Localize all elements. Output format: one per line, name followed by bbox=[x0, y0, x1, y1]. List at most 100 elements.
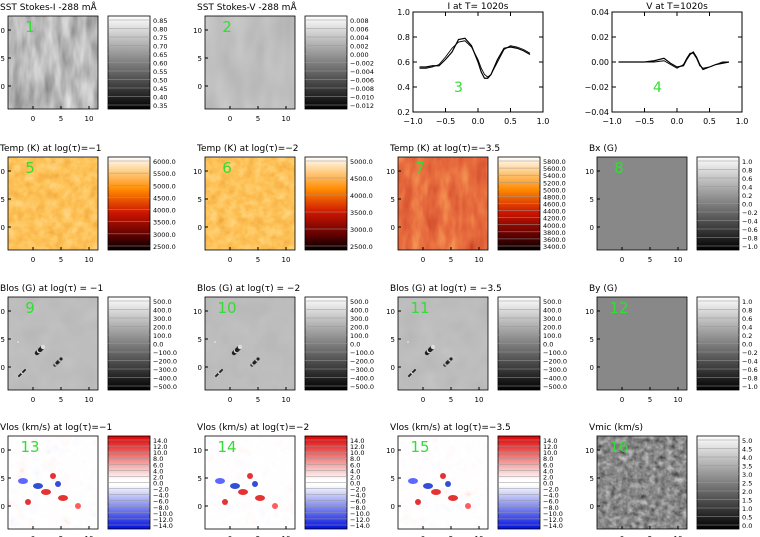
y-tick-label: 5 bbox=[1, 55, 5, 63]
y-tick-label: 0 bbox=[198, 364, 202, 372]
colorbar-label: 12.0 bbox=[153, 443, 167, 451]
image-background bbox=[597, 157, 687, 250]
colorbar-label: −0.2 bbox=[742, 209, 758, 217]
y-tick-label: 10 bbox=[193, 308, 202, 316]
colorbar-label: −4.0 bbox=[153, 492, 169, 500]
colorbar-label: −0.8 bbox=[742, 375, 758, 383]
colorbar-label: 0.0 bbox=[153, 341, 163, 349]
y-tick-label: 0.2 bbox=[397, 108, 410, 117]
x-tick-label: 10 bbox=[674, 396, 683, 404]
colorbar-label: 0.55 bbox=[153, 68, 167, 76]
y-tick-label: 5 bbox=[198, 55, 202, 63]
image-frame bbox=[7, 156, 99, 251]
x-tick-label: 5 bbox=[256, 535, 260, 537]
colorbar-label: 0.006 bbox=[350, 26, 369, 34]
colorbar-label: 100.0 bbox=[350, 332, 369, 340]
colorbar-label: 3800.0 bbox=[543, 229, 566, 237]
x-tick-label: 0 bbox=[620, 256, 624, 264]
colorbar-label: 10.0 bbox=[153, 449, 167, 457]
colorbar-label: 4.0 bbox=[742, 454, 752, 462]
chart-title: Vlos (km/s) at log(τ)=−2 bbox=[197, 423, 309, 433]
colorbar-label: −400.0 bbox=[543, 375, 567, 383]
chart-title: Bx (G) bbox=[589, 144, 617, 154]
velocity-feature bbox=[75, 503, 81, 509]
x-tick-label: 0.0 bbox=[671, 117, 684, 126]
colorbar-label: 8.0 bbox=[153, 455, 163, 463]
colorbar-label: 0.4 bbox=[742, 184, 752, 192]
x-tick-label: 0 bbox=[31, 256, 35, 264]
colorbar-label: 300.0 bbox=[350, 315, 369, 323]
colorbar-label: −400.0 bbox=[350, 375, 374, 383]
y-tick-label: 5 bbox=[391, 336, 395, 344]
y-tick-label: 0.04 bbox=[591, 8, 609, 17]
y-tick-label: 0 bbox=[198, 503, 202, 511]
x-tick-label: 0 bbox=[620, 396, 624, 404]
y-tick-label: 10 bbox=[386, 308, 395, 316]
colorbar-label: −10.0 bbox=[350, 510, 370, 518]
colorbar-label: −100.0 bbox=[153, 349, 177, 357]
x-tick-label: 0 bbox=[228, 535, 232, 537]
velocity-feature bbox=[272, 503, 278, 509]
image-frame bbox=[397, 296, 489, 391]
colorbar-label: 5200.0 bbox=[543, 179, 566, 187]
panel-number: 6 bbox=[222, 159, 232, 177]
chart-title: Temp (K) at log(τ)=−3.5 bbox=[389, 144, 500, 154]
y-tick-label: 5 bbox=[391, 475, 395, 483]
colorbar-label: 400.0 bbox=[543, 307, 562, 315]
colorbar-label: −12.0 bbox=[350, 516, 370, 524]
magnetic-element bbox=[256, 357, 260, 361]
colorbar-label: 5000.0 bbox=[543, 186, 566, 194]
velocity-feature bbox=[238, 489, 248, 495]
colorbar-label: 0.0 bbox=[350, 341, 360, 349]
x-tick-label: 5 bbox=[648, 396, 652, 404]
series-line-fit bbox=[618, 52, 729, 69]
magnetic-element bbox=[449, 357, 453, 361]
magnetic-element bbox=[214, 341, 216, 343]
colorbar-label: 0.0 bbox=[742, 341, 752, 349]
colorbar-label: 0.0 bbox=[742, 201, 752, 209]
colorbar-label: 6000.0 bbox=[153, 158, 176, 166]
colorbar-label: 2500.0 bbox=[153, 243, 176, 251]
colorbar-label: 0.8 bbox=[742, 307, 752, 315]
magnetic-element bbox=[24, 369, 26, 371]
panel-number: 13 bbox=[20, 438, 39, 456]
x-tick-label: 5 bbox=[256, 396, 260, 404]
velocity-feature bbox=[465, 503, 471, 509]
colorbar-label: 8.0 bbox=[350, 455, 360, 463]
colorbar-label: 3600.0 bbox=[543, 236, 566, 244]
chart-title: Temp (K) at log(τ)=−2 bbox=[196, 144, 299, 154]
velocity-feature bbox=[252, 481, 258, 487]
colorbar-label: 2.0 bbox=[742, 488, 752, 496]
chart-title: SST Stokes-V -288 mÅ bbox=[197, 1, 297, 13]
colorbar-label: −12.0 bbox=[543, 516, 563, 524]
magnetic-element bbox=[40, 344, 46, 350]
x-tick-label: 0 bbox=[228, 256, 232, 264]
colorbar-label: 0.008 bbox=[350, 17, 369, 25]
colorbar-label: 4500.0 bbox=[153, 194, 176, 202]
colorbar-label: 5.0 bbox=[742, 437, 752, 445]
panel-16: Vmic (km/s) 10 5 0 0 5 10 16 5.04.54.03.53.02.52… bbox=[585, 423, 752, 537]
y-tick-label: 10 bbox=[193, 27, 202, 35]
panel-9: Blos (G) at log(τ) = −1 10 5 0 0 5 10 9 500.0400… bbox=[0, 284, 177, 404]
x-tick-label: 5 bbox=[256, 256, 260, 264]
colorbar-label: 300.0 bbox=[153, 315, 172, 323]
x-tick-label: −1.0 bbox=[403, 117, 422, 126]
colorbar-label: 0.80 bbox=[153, 26, 167, 34]
colorbar-label: 3500.0 bbox=[350, 209, 373, 217]
x-tick-label: 5 bbox=[449, 535, 453, 537]
x-tick-label: 5 bbox=[648, 535, 652, 537]
x-tick-label: 5 bbox=[59, 396, 63, 404]
colorbar-label: −100.0 bbox=[350, 349, 374, 357]
series-line-observed bbox=[419, 37, 531, 79]
colorbar-label: 0.60 bbox=[153, 60, 167, 68]
colorbar-label: 5000.0 bbox=[350, 158, 373, 166]
y-tick-label: 10 bbox=[585, 168, 594, 176]
y-tick-label: 0 bbox=[391, 503, 395, 511]
colorbar-label: −12.0 bbox=[153, 516, 173, 524]
y-tick-label: 0 bbox=[1, 224, 5, 232]
y-tick-label: 5 bbox=[590, 336, 594, 344]
colorbar-label: 4.0 bbox=[350, 467, 360, 475]
colorbar-label: 4400.0 bbox=[543, 208, 566, 216]
velocity-feature bbox=[41, 489, 51, 495]
